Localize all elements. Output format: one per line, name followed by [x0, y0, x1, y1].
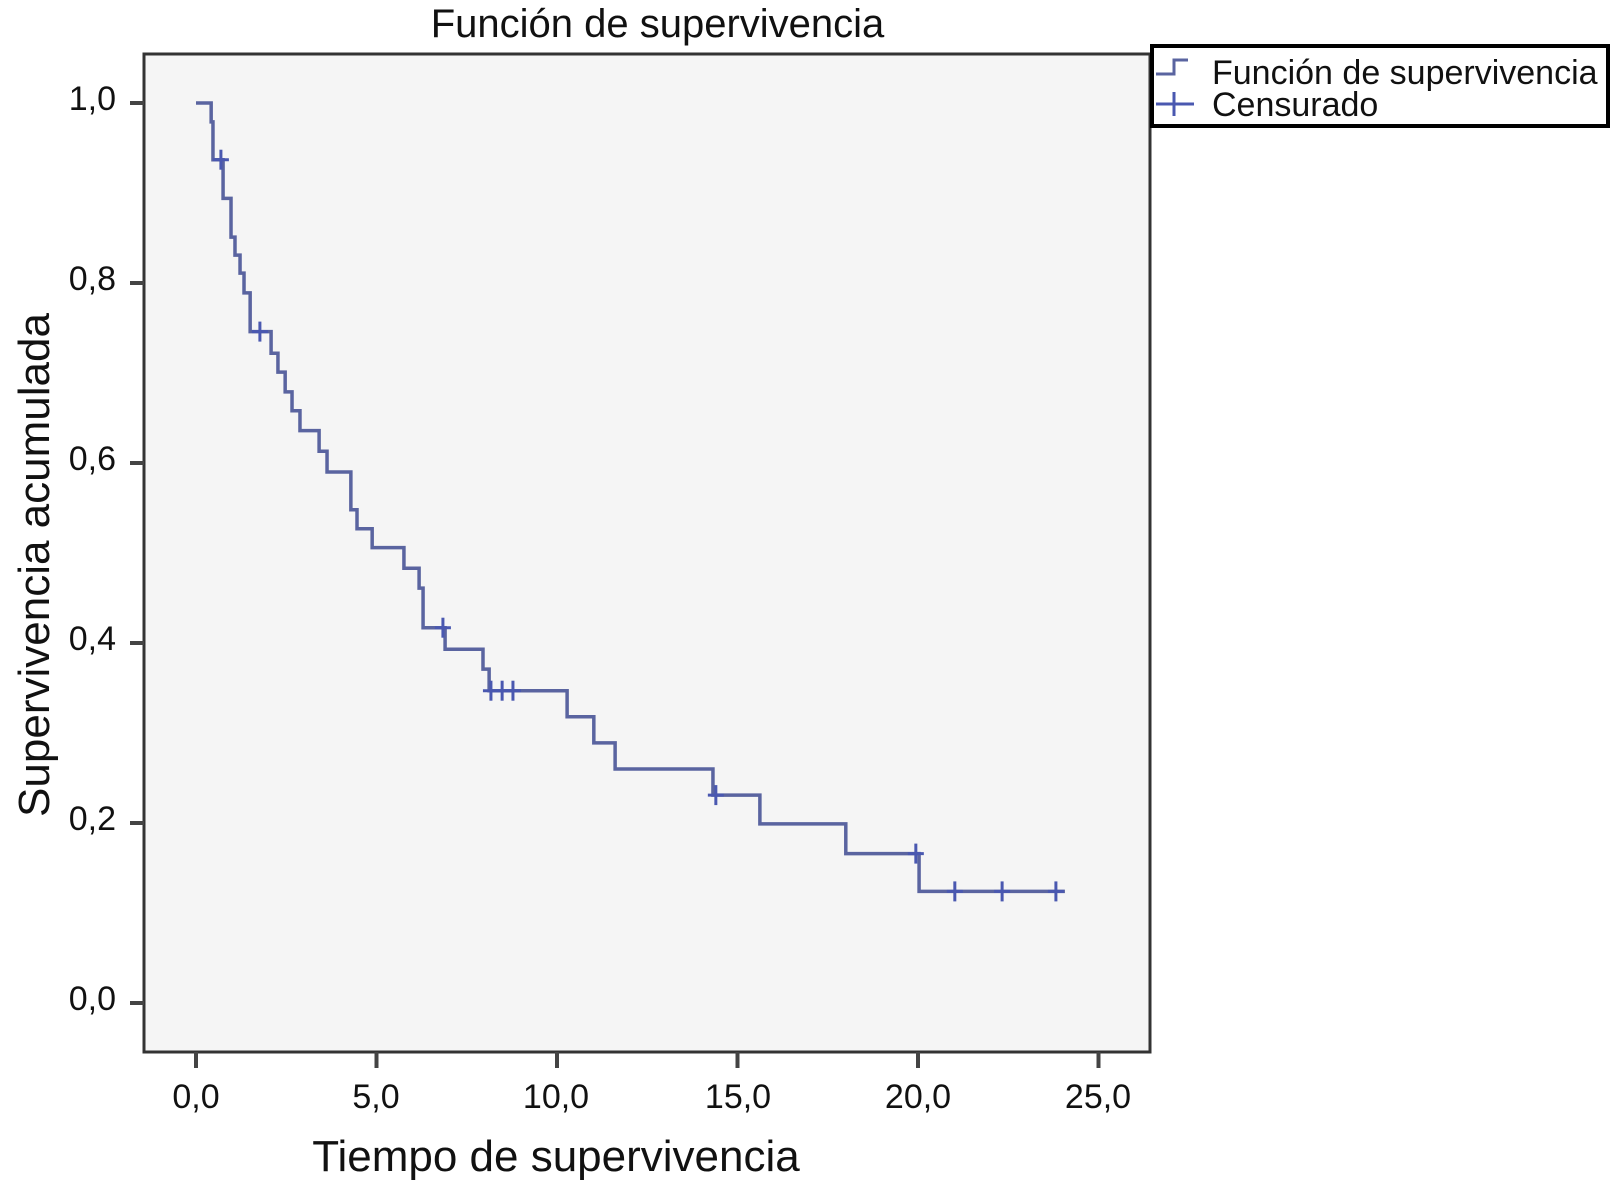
- y-tick-label: 0,6: [68, 440, 116, 478]
- y-tick-label: 0,8: [68, 260, 116, 298]
- plot-frame: [142, 52, 1152, 1054]
- chart-title: Función de supervivencia: [430, 2, 885, 46]
- survival-curve: [196, 101, 1065, 894]
- x-tick-label: 15,0: [704, 1078, 772, 1116]
- x-axis-ticks: [194, 1052, 1101, 1068]
- x-axis-label: Tiempo de supervivencia: [312, 1132, 800, 1181]
- y-axis-label: Supervivencia acumulada: [10, 313, 59, 817]
- x-tick-label: 20,0: [884, 1078, 952, 1116]
- y-tick-label: 0,4: [68, 620, 116, 658]
- censor-marks: [212, 149, 1064, 902]
- legend-step-icon: [1156, 58, 1194, 116]
- legend-censor-icon: [1156, 92, 1194, 116]
- legend-item-survival: Función de supervivencia: [1212, 54, 1598, 92]
- y-tick-label: 0,2: [68, 800, 116, 838]
- legend: Función de supervivencia Censurado: [1150, 44, 1610, 128]
- x-tick-label: 25,0: [1064, 1078, 1132, 1116]
- x-tick-label: 5,0: [352, 1078, 400, 1116]
- x-tick-label: 0,0: [172, 1078, 220, 1116]
- legend-item-censored: Censurado: [1212, 86, 1379, 124]
- y-tick-label: 0,0: [68, 980, 116, 1018]
- y-axis-ticks: [130, 101, 144, 1005]
- x-tick-label: 10,0: [522, 1078, 590, 1116]
- y-tick-label: 1,0: [68, 80, 116, 118]
